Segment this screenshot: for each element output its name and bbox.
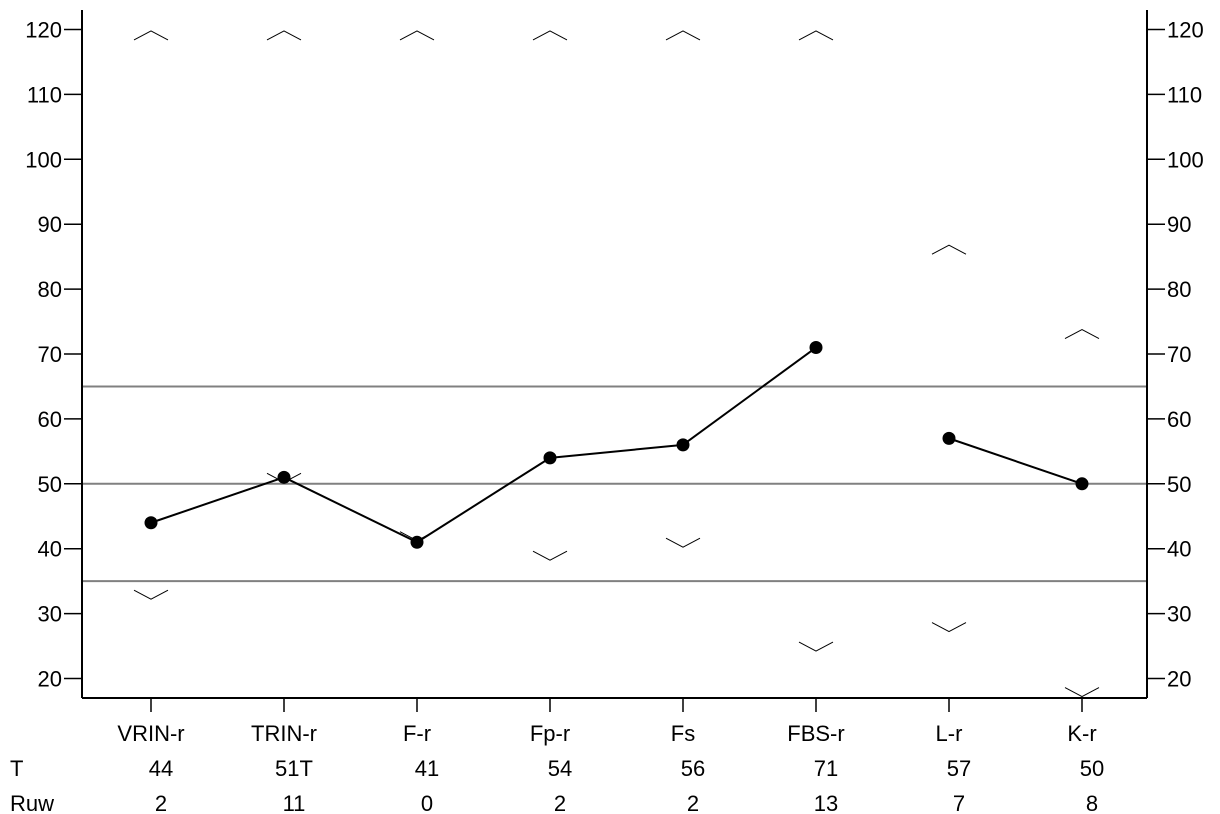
row-label: Ruw [10, 791, 54, 814]
data-points [144, 341, 1089, 549]
y-tick-label-right: 90 [1167, 212, 1191, 237]
lower-range-marker [133, 589, 169, 600]
y-tick-label-left: 70 [38, 342, 62, 367]
upper-range-marker [266, 30, 302, 41]
category-label: F-r [403, 721, 431, 746]
category-label: TRIN-r [251, 721, 317, 746]
row-value: 0 [421, 791, 433, 814]
reference-lines [82, 385, 1147, 583]
data-point [676, 438, 690, 452]
y-tick-label-right: 40 [1167, 537, 1191, 562]
series-line-segment [416, 457, 551, 544]
row-value: 41 [415, 756, 439, 781]
data-point [543, 451, 557, 465]
row-value: 56 [681, 756, 705, 781]
category-label: K-r [1067, 721, 1096, 746]
row-value: 54 [548, 756, 572, 781]
series-line-segment [549, 443, 684, 459]
lower-range-marker [798, 641, 834, 652]
y-tick-label-right: 70 [1167, 342, 1191, 367]
category-labels: VRIN-r TRIN-r F-r Fp-r Fs FBS-r L-r K-r [117, 721, 1096, 746]
category-label: Fs [671, 721, 695, 746]
lower-range-marker [1064, 687, 1100, 698]
data-point [144, 516, 158, 530]
series-line-segment [682, 346, 817, 446]
data-point [410, 535, 424, 549]
series-line-segment [948, 437, 1083, 485]
lower-range-marker [665, 537, 701, 548]
y-axis-right-ticks: 20 30 40 50 60 70 80 90 100 110 120 [1147, 17, 1204, 692]
upper-range-marker [1064, 328, 1100, 339]
row-value: 50 [1080, 756, 1104, 781]
y-tick-label-right: 30 [1167, 602, 1191, 627]
y-tick-label-right: 80 [1167, 277, 1191, 302]
category-label: FBS-r [787, 721, 844, 746]
upper-range-marker [133, 30, 169, 41]
y-tick-label-left: 40 [38, 537, 62, 562]
series-line-segment [283, 476, 418, 544]
row-value: 2 [155, 791, 167, 814]
series-line-segment [150, 476, 285, 524]
y-tick-label-left: 100 [25, 147, 62, 172]
data-point [1075, 477, 1089, 491]
y-tick-label-left: 80 [38, 277, 62, 302]
data-point [809, 341, 823, 355]
score-rows: T 44 51T 41 54 56 71 57 50 Ruw 2 11 0 2 2 13 7 8 [10, 756, 1104, 814]
row-value: 2 [687, 791, 699, 814]
axes [81, 10, 1148, 699]
upper-range-marker [798, 30, 834, 41]
upper-range-marker [665, 30, 701, 41]
upper-range-marker [532, 30, 568, 41]
data-point [277, 470, 291, 484]
y-tick-label-left: 110 [27, 82, 62, 107]
y-tick-label-left: 120 [25, 17, 62, 42]
y-tick-label-left: 20 [38, 667, 62, 692]
y-tick-label-left: 50 [38, 472, 62, 497]
x-axis-ticks [150, 698, 1083, 712]
lower-range-marker [931, 622, 967, 633]
row-value: 11 [283, 791, 306, 814]
row-value: 51T [275, 756, 313, 781]
row-value: 44 [149, 756, 173, 781]
lower-range-marker [532, 550, 568, 561]
data-point [942, 431, 956, 445]
upper-range-marker [399, 30, 435, 41]
y-tick-label-left: 60 [38, 407, 62, 432]
y-tick-label-right: 20 [1167, 667, 1191, 692]
row-value: 8 [1086, 791, 1098, 814]
row-value: 71 [814, 756, 838, 781]
y-tick-label-right: 50 [1167, 472, 1191, 497]
upper-range-marker [931, 244, 967, 255]
y-tick-label-left: 30 [38, 602, 62, 627]
category-label: L-r [936, 721, 963, 746]
y-tick-label-right: 100 [1167, 147, 1204, 172]
y-tick-label-left: 90 [38, 212, 62, 237]
range-markers [133, 30, 1100, 698]
y-tick-label-right: 120 [1167, 17, 1204, 42]
y-axis-left-ticks: 20 30 40 50 60 70 80 90 100 110 120 [25, 17, 82, 692]
row-value: 2 [554, 791, 566, 814]
row-value: 7 [953, 791, 965, 814]
category-label: Fp-r [530, 721, 570, 746]
y-tick-label-right: 60 [1167, 407, 1191, 432]
y-tick-label-right: 110 [1167, 82, 1202, 107]
row-value: 57 [947, 756, 971, 781]
category-label: VRIN-r [117, 721, 184, 746]
row-value: 13 [814, 791, 838, 814]
series-lines [150, 346, 1083, 544]
row-label: T [10, 756, 23, 781]
